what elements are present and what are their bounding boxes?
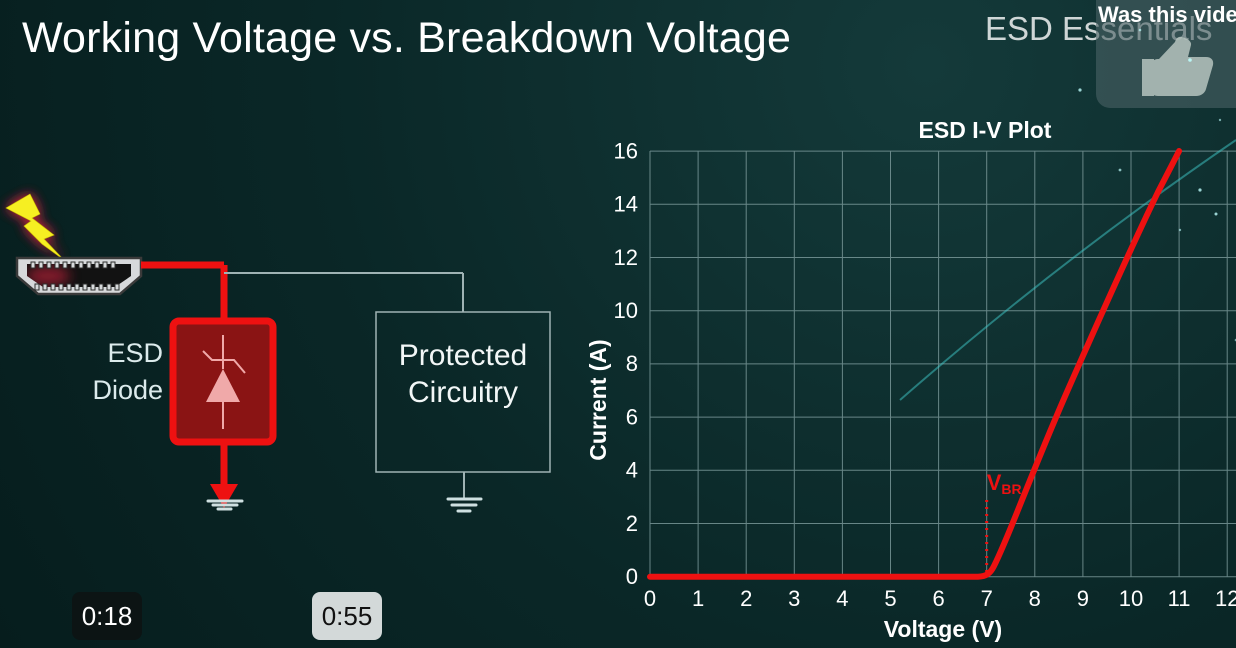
svg-text:8: 8 (1029, 586, 1041, 611)
svg-text:Protected: Protected (399, 339, 527, 372)
svg-text:6: 6 (626, 404, 638, 429)
svg-text:ESD I-V Plot: ESD I-V Plot (919, 117, 1052, 143)
svg-text:7: 7 (981, 586, 993, 611)
svg-text:6: 6 (932, 586, 944, 611)
svg-text:0: 0 (644, 586, 656, 611)
svg-text:VBR: VBR (987, 470, 1022, 497)
svg-text:ESD: ESD (107, 338, 163, 368)
svg-text:5: 5 (884, 586, 896, 611)
svg-text:1: 1 (692, 586, 704, 611)
svg-text:9: 9 (1077, 586, 1089, 611)
svg-text:2: 2 (740, 586, 752, 611)
svg-text:2: 2 (626, 511, 638, 536)
svg-text:Circuitry: Circuitry (408, 376, 518, 409)
svg-text:Voltage (V): Voltage (V) (884, 616, 1002, 642)
svg-text:3: 3 (788, 586, 800, 611)
svg-text:12: 12 (1215, 586, 1236, 611)
svg-text:Diode: Diode (92, 375, 163, 405)
svg-text:8: 8 (626, 351, 638, 376)
svg-text:0: 0 (626, 564, 638, 589)
svg-text:4: 4 (836, 586, 848, 611)
svg-text:10: 10 (1119, 586, 1143, 611)
svg-text:4: 4 (626, 458, 638, 483)
svg-text:11: 11 (1168, 586, 1191, 611)
